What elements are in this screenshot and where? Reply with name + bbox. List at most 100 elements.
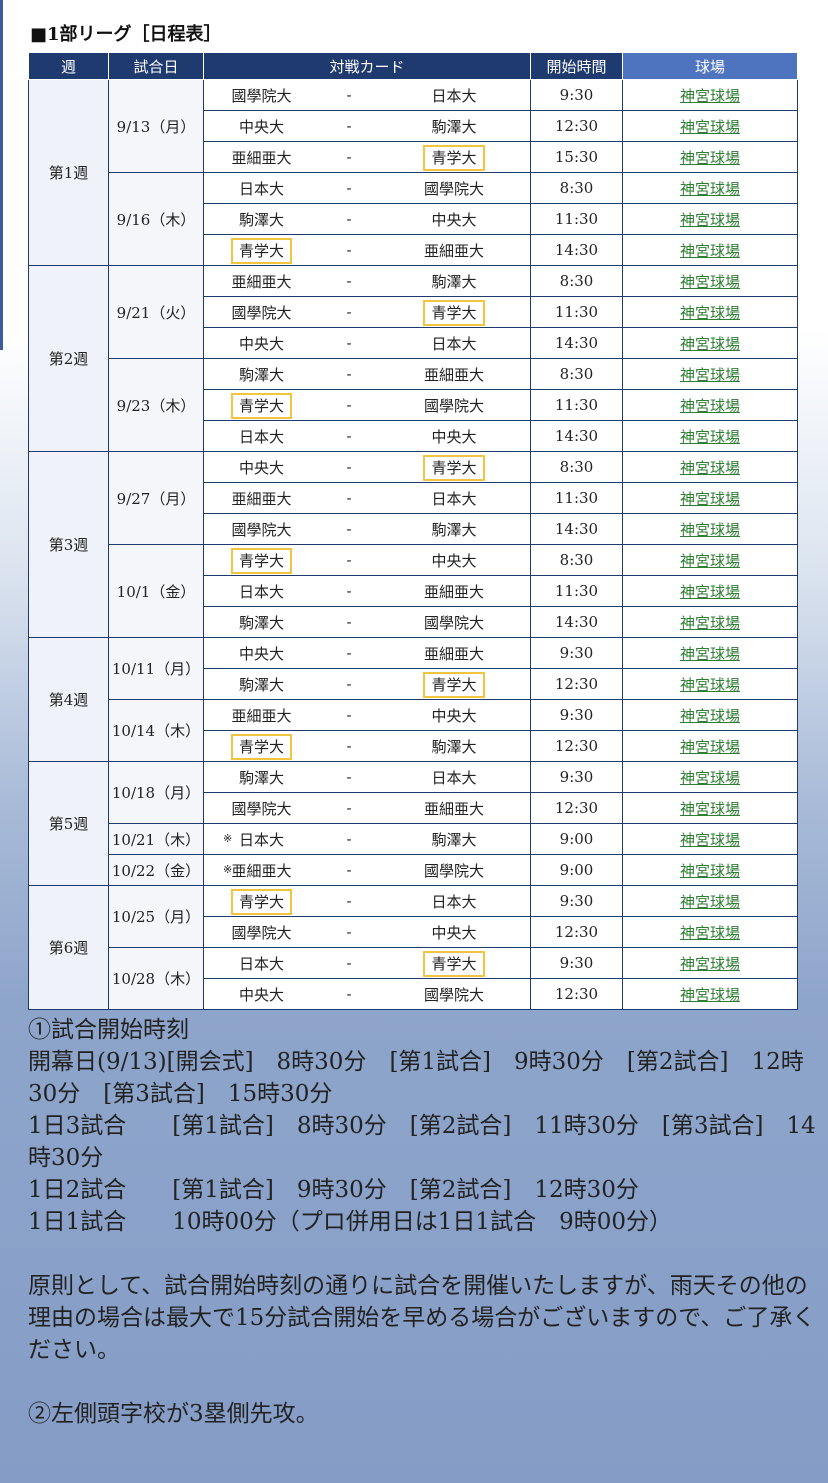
team-away: 駒澤大 xyxy=(431,272,477,291)
venue-link[interactable]: 神宮球場 xyxy=(679,520,740,539)
team-home-cell: 亜細亜大 xyxy=(204,271,319,292)
matchup: 中央大 - 日本大 xyxy=(204,328,530,358)
team-home: 日本大 xyxy=(238,582,284,601)
match-card: 中央大 - 青学大 xyxy=(203,451,531,483)
game-date: 10/21（木） xyxy=(108,823,204,855)
match-card: 青学大 - 亜細亜大 xyxy=(203,234,531,266)
table-row: 中央大 - 駒澤大 12:30 神宮球場 xyxy=(29,110,798,142)
venue-link[interactable]: 神宮球場 xyxy=(679,489,740,508)
table-row: 駒澤大 - 國學院大 14:30 神宮球場 xyxy=(29,606,798,638)
venue-link[interactable]: 神宮球場 xyxy=(679,427,740,446)
venue-link[interactable]: 神宮球場 xyxy=(679,582,740,601)
venue-link[interactable]: 神宮球場 xyxy=(679,613,740,632)
team-away: 駒澤大 xyxy=(431,520,477,539)
venue-cell: 神宮球場 xyxy=(622,854,798,886)
week-label: 第3週 xyxy=(28,451,109,638)
venue-cell: 神宮球場 xyxy=(622,389,798,421)
venue-link[interactable]: 神宮球場 xyxy=(679,334,740,353)
venue-link[interactable]: 神宮球場 xyxy=(679,768,740,787)
versus-dash: - xyxy=(346,210,352,228)
venue-link[interactable]: 神宮球場 xyxy=(679,861,740,880)
venue-link[interactable]: 神宮球場 xyxy=(679,923,740,942)
venue-link[interactable]: 神宮球場 xyxy=(679,985,740,1004)
team-away: 日本大 xyxy=(431,489,477,508)
team-home-cell: 國學院大 xyxy=(204,302,319,323)
table-row: 中央大 - 日本大 14:30 神宮球場 xyxy=(29,327,798,359)
start-time: 8:30 xyxy=(530,265,623,297)
matchup: 青学大 - 國學院大 xyxy=(204,390,530,420)
venue-link[interactable]: 神宮球場 xyxy=(679,365,740,384)
venue-link[interactable]: 神宮球場 xyxy=(679,706,740,725)
matchup: 中央大 - 亜細亜大 xyxy=(204,638,530,668)
versus-dash: - xyxy=(346,303,352,321)
team-home: 中央大 xyxy=(238,644,284,663)
versus-dash: - xyxy=(346,272,352,290)
week-label: 第5週 xyxy=(28,761,109,886)
venue-link[interactable]: 神宮球場 xyxy=(679,396,740,415)
team-home: 駒澤大 xyxy=(238,613,284,632)
venue-link[interactable]: 神宮球場 xyxy=(679,551,740,570)
start-time: 12:30 xyxy=(530,110,623,142)
note-one-game: 1日1試合 10時00分（プロ併用日は1日1試合 9時00分） xyxy=(28,1209,672,1235)
match-card: 日本大 - 亜細亜大 xyxy=(203,575,531,607)
versus-dash: - xyxy=(346,706,352,724)
venue-cell: 神宮球場 xyxy=(622,420,798,452)
table-row: 青学大 - 亜細亜大 14:30 神宮球場 xyxy=(29,234,798,266)
team-away: 駒澤大 xyxy=(431,737,477,756)
team-away: 國學院大 xyxy=(423,985,484,1004)
team-away-cell: 國學院大 xyxy=(379,178,529,199)
match-card: 中央大 - 駒澤大 xyxy=(203,110,531,142)
venue-link[interactable]: 神宮球場 xyxy=(679,117,740,136)
game-date: 10/25（月） xyxy=(108,885,204,948)
venue-link[interactable]: 神宮球場 xyxy=(679,272,740,291)
venue-link[interactable]: 神宮球場 xyxy=(679,210,740,229)
team-away: 駒澤大 xyxy=(431,117,477,136)
team-away: 日本大 xyxy=(431,334,477,353)
venue-link[interactable]: 神宮球場 xyxy=(679,737,740,756)
venue-link[interactable]: 神宮球場 xyxy=(679,179,740,198)
team-away-cell: 青学大 xyxy=(379,671,529,698)
note-rain-policy: 原則として、試合開始時刻の通りに試合を開催いたしますが、雨天その他の理由の場合は… xyxy=(28,1273,816,1363)
match-card: ※ 日本大 - 駒澤大 xyxy=(203,823,531,855)
venue-cell: 神宮球場 xyxy=(622,141,798,173)
venue-link[interactable]: 神宮球場 xyxy=(679,892,740,911)
versus-dash: - xyxy=(346,427,352,445)
venue-link[interactable]: 神宮球場 xyxy=(679,799,740,818)
venue-link[interactable]: 神宮球場 xyxy=(679,86,740,105)
team-away-cell: 日本大 xyxy=(379,333,529,354)
versus-dash: - xyxy=(346,830,352,848)
matchup: 國學院大 - 日本大 xyxy=(204,80,530,110)
team-away-cell: 青学大 xyxy=(379,299,529,326)
header-week: 週 xyxy=(28,52,109,80)
venue-cell: 神宮球場 xyxy=(622,234,798,266)
venue-link[interactable]: 神宮球場 xyxy=(679,241,740,260)
table-row: 第3週 9/27（月） 中央大 - 青学大 8:30 神宮球場 xyxy=(28,451,798,638)
versus-dash: - xyxy=(346,768,352,786)
venue-cell: 神宮球場 xyxy=(622,544,798,576)
venue-link[interactable]: 神宮球場 xyxy=(679,830,740,849)
left-accent-strip xyxy=(0,0,3,350)
start-time: 9:00 xyxy=(530,823,623,855)
game-date: 10/18（月） xyxy=(108,761,204,824)
venue-link[interactable]: 神宮球場 xyxy=(679,148,740,167)
team-home-cell: 青学大 xyxy=(204,392,319,419)
venue-link[interactable]: 神宮球場 xyxy=(679,644,740,663)
venue-cell: 神宮球場 xyxy=(622,916,798,948)
matchup: 青学大 - 中央大 xyxy=(204,545,530,575)
versus-dash: - xyxy=(346,892,352,910)
venue-link[interactable]: 神宮球場 xyxy=(679,458,740,477)
table-row: 青学大 - 國學院大 11:30 神宮球場 xyxy=(29,389,798,421)
team-away: 中央大 xyxy=(431,923,477,942)
venue-link[interactable]: 神宮球場 xyxy=(679,303,740,322)
game-date: 10/11（月） xyxy=(108,637,204,700)
match-card: 駒澤大 - 青学大 xyxy=(203,668,531,700)
team-away-cell: 駒澤大 xyxy=(379,829,529,850)
versus-dash: - xyxy=(346,799,352,817)
table-row: 10/14（木） 亜細亜大 - 中央大 9:30 神宮球場 xyxy=(29,699,798,762)
start-time: 12:30 xyxy=(530,730,623,762)
venue-link[interactable]: 神宮球場 xyxy=(679,675,740,694)
start-time: 8:30 xyxy=(530,358,623,390)
matchup: 中央大 - 國學院大 xyxy=(204,979,530,1009)
venue-link[interactable]: 神宮球場 xyxy=(679,954,740,973)
matchup: 駒澤大 - 日本大 xyxy=(204,762,530,792)
